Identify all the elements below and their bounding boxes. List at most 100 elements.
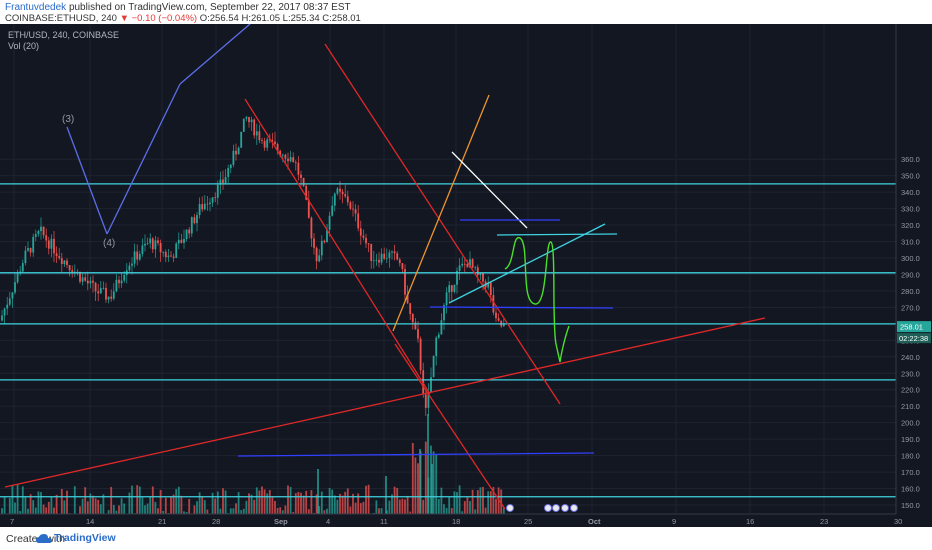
white-resistance-line — [451, 151, 528, 229]
candle-body — [99, 288, 102, 294]
candle-body — [224, 176, 227, 184]
candle-body — [162, 251, 165, 253]
orange-trend-line — [392, 94, 490, 332]
time-tick-label: 11 — [380, 517, 388, 526]
cyan-triangle-support-line — [448, 223, 606, 304]
candle-body — [391, 251, 393, 253]
publish-line: Frantuvdedek published on TradingView.co… — [5, 2, 351, 13]
volume-bar — [417, 463, 419, 524]
volume-bar — [453, 491, 456, 524]
candle-body — [21, 263, 24, 272]
volume-bar — [224, 490, 227, 524]
volume-label: Vol (20) — [8, 41, 40, 51]
volume-bar — [367, 484, 370, 524]
candle-body — [333, 193, 336, 206]
candle-body — [201, 204, 204, 210]
candle-body — [89, 280, 92, 284]
price-tick-label: 360.0 — [901, 155, 920, 164]
candle-body — [227, 168, 230, 177]
timer-tag — [897, 333, 931, 344]
candle-body — [198, 204, 201, 216]
volume-bar — [432, 451, 435, 524]
candle-body — [292, 157, 295, 163]
volume-bar — [154, 501, 157, 524]
price-chart[interactable]: (3) (4) 150.0 160.0 170.0 180.0 190.0 200.0 210.… — [0, 24, 932, 527]
volume-bar — [86, 501, 89, 524]
candle-body — [492, 295, 495, 313]
candle-body — [461, 263, 464, 266]
candle-body — [50, 238, 53, 249]
candle-body — [450, 285, 453, 292]
volume-bar — [63, 500, 66, 524]
volume-bar — [8, 498, 11, 524]
candle-body — [118, 279, 120, 284]
volume-bar — [3, 497, 6, 524]
volume-bar — [11, 484, 14, 524]
candle-body — [151, 238, 154, 250]
price-tick-label: 210.0 — [901, 402, 920, 411]
price-tick-label: 320.0 — [901, 221, 920, 230]
candle-body — [6, 304, 9, 309]
candle-body — [419, 338, 422, 371]
candle-body — [365, 237, 367, 244]
volume-bar — [393, 486, 396, 524]
candle-body — [253, 119, 256, 136]
candle-body — [409, 303, 412, 315]
volume-bar — [310, 490, 313, 524]
candle-body — [411, 314, 414, 323]
volume-bar — [237, 492, 240, 524]
candle-body — [305, 186, 308, 200]
volume-bar — [354, 502, 357, 524]
volume-bar — [81, 498, 84, 524]
candle-body — [40, 226, 42, 232]
price-tick-label: 160.0 — [901, 485, 920, 494]
symbol-label: COINBASE:ETHUSD, 240 — [5, 13, 117, 24]
chart-canvas[interactable]: (3) (4) 150.0 160.0 170.0 180.0 190.0 200.0 210.… — [0, 24, 932, 527]
time-tick-label: 16 — [746, 517, 754, 526]
volume-bar — [55, 494, 58, 524]
chart-header: Frantuvdedek published on TradingView.co… — [0, 0, 932, 24]
author-link[interactable]: Frantuvdedek — [5, 2, 67, 13]
volume-bar — [47, 501, 50, 524]
candle-body — [474, 267, 477, 269]
candle-body — [19, 271, 22, 273]
volume-bar — [385, 476, 387, 524]
candle-body — [323, 240, 326, 243]
candle-body — [430, 377, 432, 393]
event-marker-icon — [561, 504, 569, 512]
candle-body — [144, 243, 146, 246]
candle-body — [284, 154, 287, 159]
candle-body — [406, 294, 409, 304]
price-tick-label: 330.0 — [901, 205, 920, 214]
candle-body — [110, 296, 113, 299]
candle-body — [300, 174, 302, 178]
volume-bar — [66, 490, 68, 524]
candle-body — [11, 292, 14, 299]
candle-body — [177, 239, 180, 244]
candle-body — [235, 150, 237, 155]
candle-body — [427, 392, 430, 408]
candle-body — [378, 259, 380, 263]
volume-bar — [37, 491, 40, 524]
price-tick-label: 150.0 — [901, 501, 920, 510]
candle-body — [209, 202, 211, 204]
volume-bar — [458, 485, 461, 524]
candle-body — [458, 265, 461, 271]
candle-body — [157, 240, 159, 243]
volume-bar — [466, 497, 469, 524]
candle-body — [180, 239, 183, 243]
tradingview-brand[interactable]: TradingView — [54, 532, 116, 544]
candle-body — [274, 141, 276, 144]
volume-bar — [266, 493, 269, 524]
candle-body — [393, 251, 396, 254]
candle-body — [81, 277, 84, 282]
volume-bar — [398, 499, 401, 524]
price-tick-label: 280.0 — [901, 287, 920, 296]
volume-bar — [401, 498, 404, 524]
candle-body — [432, 356, 435, 378]
volume-bar — [250, 494, 253, 524]
candle-body — [383, 253, 386, 259]
countdown-timer-label: 02:22:38 — [899, 334, 928, 343]
candle-body — [219, 179, 222, 185]
volume-bar — [274, 500, 276, 524]
